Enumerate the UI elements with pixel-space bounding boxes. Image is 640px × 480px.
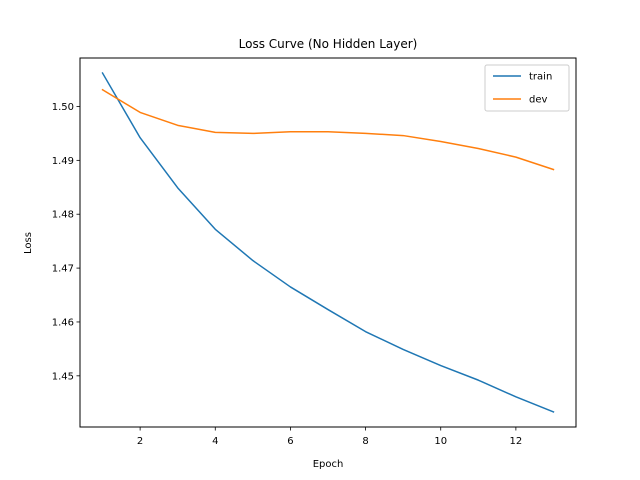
y-tick-label: 1.50 xyxy=(52,102,74,113)
y-tick-label: 1.45 xyxy=(52,371,74,382)
legend-box xyxy=(484,64,570,112)
chart-title: Loss Curve (No Hidden Layer) xyxy=(239,37,418,51)
y-tick-label: 1.46 xyxy=(52,317,74,328)
series-line-dev xyxy=(101,88,555,171)
axes-frame xyxy=(79,57,577,428)
axis-ticks: 2 4 6 8 10 12 1.45 1.46 1.47 1.48 1.49 1.50 xyxy=(52,102,523,447)
y-tick-label: 1.49 xyxy=(52,156,74,167)
x-axis-label: Epoch xyxy=(313,459,344,470)
x-tick-label: 2 xyxy=(137,436,143,447)
x-tick-label: 12 xyxy=(510,436,523,447)
x-tick-label: 6 xyxy=(287,436,293,447)
legend-label-dev: dev xyxy=(529,95,548,106)
y-tick-label: 1.48 xyxy=(52,210,74,221)
y-tick-label: 1.47 xyxy=(52,264,74,275)
series-line-train xyxy=(101,72,555,413)
y-axis-label: Loss xyxy=(23,232,34,254)
x-tick-label: 4 xyxy=(212,436,218,447)
plot-area xyxy=(101,72,555,413)
legend: train dev xyxy=(484,64,570,112)
x-tick-label: 10 xyxy=(434,436,447,447)
legend-label-train: train xyxy=(529,72,552,83)
x-tick-label: 8 xyxy=(362,436,368,447)
